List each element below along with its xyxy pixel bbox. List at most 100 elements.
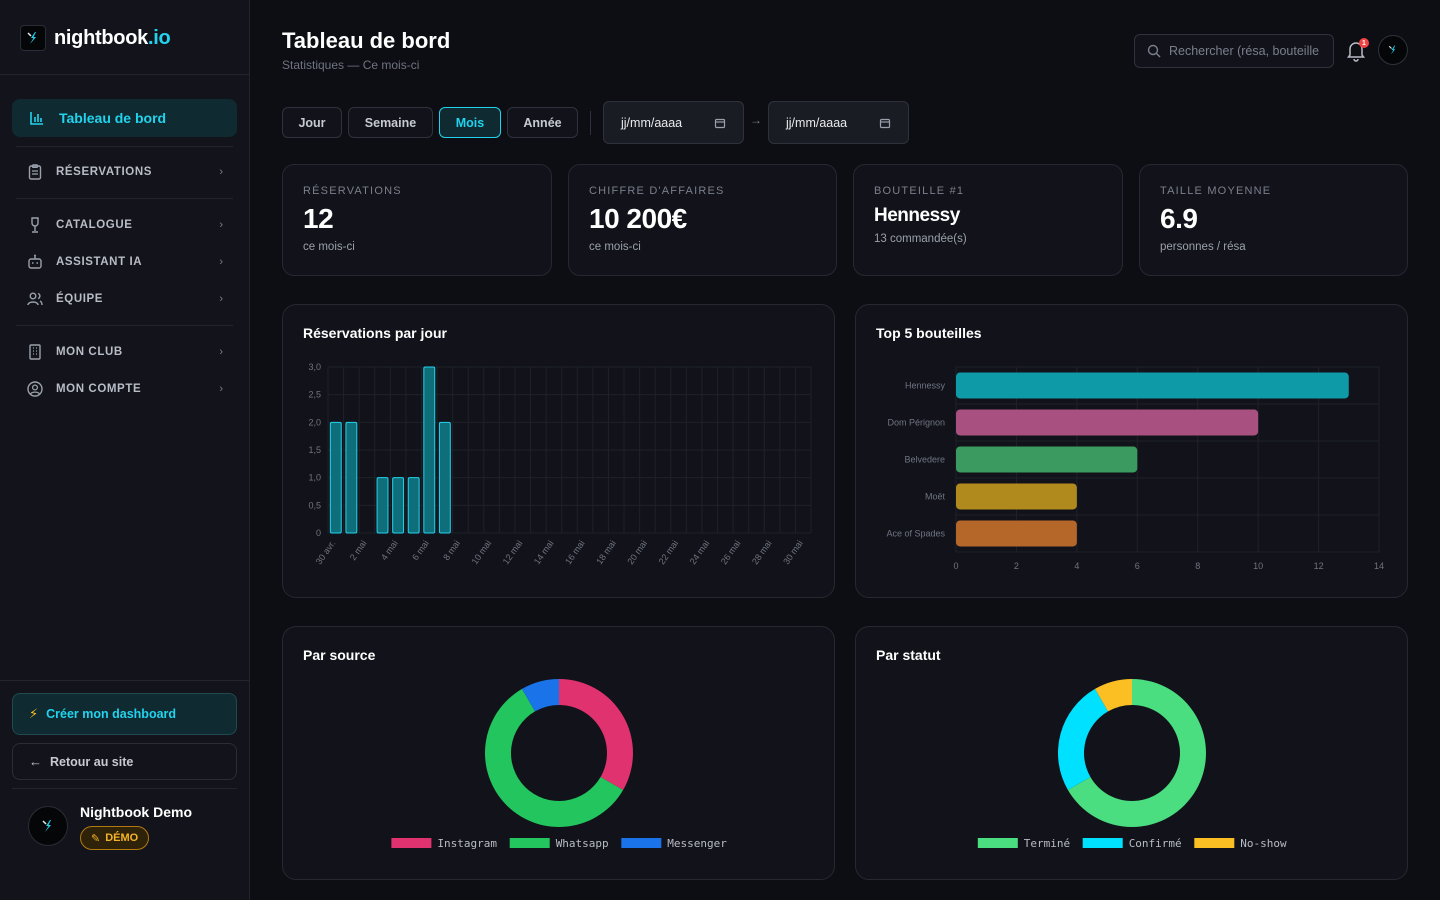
x-tick-label: 12 [1314, 561, 1324, 571]
sidebar-item-label: Tableau de bord [59, 110, 167, 126]
kpi-card-reservations: RÉSERVATIONS 12 ce mois-ci [282, 164, 552, 276]
date-range-arrow: → [750, 113, 762, 127]
period-week-button[interactable]: Semaine [348, 107, 433, 138]
kpi-sub: ce mois-ci [589, 241, 641, 253]
lightning-icon: ⚡ [29, 706, 39, 721]
kpi-card-top-bottle: BOUTEILLE #1 Hennessy 13 commandée(s) [853, 164, 1123, 276]
bar [407, 477, 420, 534]
robot-icon [28, 254, 42, 269]
y-tick-label: 2,5 [308, 390, 321, 400]
sidebar-item-mon-club[interactable]: MON CLUB › [12, 336, 237, 368]
sidebar-item-dashboard[interactable]: Tableau de bord [12, 99, 237, 137]
sidebar-item-mon-compte[interactable]: MON COMPTE › [12, 373, 237, 405]
donut-slice [522, 679, 559, 712]
bar [956, 409, 1259, 436]
x-tick-label: 6 [1135, 561, 1140, 571]
user-menu-button[interactable] [1378, 35, 1408, 65]
sidebar-item-reservations[interactable]: RÉSERVATIONS › [12, 156, 237, 188]
sidebar-item-equipe[interactable]: ÉQUIPE › [12, 283, 237, 315]
period-day-button[interactable]: Jour [282, 107, 342, 138]
logo-mark-icon [20, 25, 46, 51]
legend-label: Messenger [667, 837, 727, 850]
y-tick-label: 1,0 [308, 473, 321, 483]
bar [423, 366, 436, 534]
x-tick-label: 2 mai [348, 538, 369, 562]
y-tick-label: 2,0 [308, 417, 321, 427]
panel-by-status: Par statut Terminé Confirmé No-show [855, 626, 1408, 880]
x-tick-label: 0 [953, 561, 958, 571]
search-input[interactable] [1169, 44, 1329, 58]
kpi-value: 12 [303, 203, 334, 234]
calendar-icon[interactable] [879, 117, 891, 129]
chevron-right-icon: › [219, 256, 223, 268]
legend-swatch [391, 838, 432, 848]
bar [376, 477, 389, 534]
x-tick-label: 12 mai [501, 538, 525, 566]
legend-label: No-show [1240, 837, 1287, 850]
divider [590, 111, 591, 135]
logo[interactable]: nightbook.io [20, 24, 171, 52]
category-label: Ace of Spades [886, 529, 945, 539]
divider [0, 680, 249, 681]
bell-icon[interactable] [1346, 40, 1366, 62]
back-to-site-button[interactable]: ← Retour au site [12, 743, 237, 780]
create-dashboard-button[interactable]: ⚡ Créer mon dashboard [12, 693, 237, 735]
x-tick-label: 26 mai [719, 538, 743, 566]
sidebar-item-label: ASSISTANT IA [56, 256, 143, 268]
legend-label: Terminé [1024, 837, 1070, 850]
chevron-right-icon: › [219, 383, 223, 395]
donut-slice [1095, 679, 1132, 712]
legend-label: Whatsapp [556, 837, 609, 850]
x-tick-label: 4 mai [379, 538, 400, 562]
search-icon [1147, 44, 1161, 58]
legend-swatch [1194, 838, 1235, 848]
sidebar-item-catalogue[interactable]: CATALOGUE › [12, 209, 237, 241]
kpi-value: 10 200€ [589, 203, 687, 234]
kpi-label: TAILLE MOYENNE [1160, 185, 1272, 197]
kpi-card-revenue: CHIFFRE D'AFFAIRES 10 200€ ce mois-ci [568, 164, 837, 276]
sidebar: nightbook.io Tableau de bord RÉSERVATION… [0, 0, 250, 900]
date-to-input[interactable]: jj/mm/aaaa [768, 101, 909, 144]
divider [12, 788, 237, 789]
page-subtitle: Statistiques — Ce mois-ci [282, 58, 420, 72]
x-tick-label: 6 mai [410, 538, 431, 562]
arrow-left-icon: ← [29, 754, 42, 769]
x-tick-label: 20 mai [625, 538, 649, 566]
sidebar-item-label: ÉQUIPE [56, 293, 104, 305]
panel-top-bottles: Top 5 bouteilles 0 2 4 6 8 10 12 14 Hennessy Dom … [855, 304, 1408, 598]
page-title: Tableau de bord [282, 28, 451, 53]
logo-text: nightbook [54, 26, 148, 49]
x-tick-label: 2 [1014, 561, 1019, 571]
period-year-button[interactable]: Année [507, 107, 578, 138]
category-label: Belvedere [904, 455, 945, 465]
panel-by-source: Par source Instagram Whatsapp Messenger [282, 626, 835, 880]
panel-title: Top 5 bouteilles [876, 325, 982, 341]
period-month-button[interactable]: Mois [439, 107, 501, 138]
category-label: Moët [925, 492, 946, 502]
legend-label: Confirmé [1129, 837, 1182, 850]
source-donut-chart: Instagram Whatsapp Messenger [391, 679, 727, 850]
divider [16, 146, 233, 147]
y-tick-label: 0 [316, 528, 321, 538]
bar [392, 477, 405, 534]
notification-badge: 1 [1359, 38, 1369, 48]
search-box[interactable] [1134, 34, 1334, 68]
panel-reservations-per-day: Réservations par jour 0 0,5 1,0 1,5 2,0 2,5 3,… [282, 304, 835, 598]
x-tick-label: 18 mai [594, 538, 618, 566]
kpi-sub: personnes / résa [1160, 241, 1246, 253]
calendar-icon[interactable] [714, 117, 726, 129]
category-label: Dom Pérignon [887, 418, 945, 428]
profile-card[interactable]: Nightbook Demo ✎ DÉMO [28, 802, 238, 862]
logo-mark-icon [1388, 45, 1396, 55]
kpi-card-avg-size: TAILLE MOYENNE 6.9 personnes / résa [1139, 164, 1408, 276]
sidebar-item-assistant-ia[interactable]: ASSISTANT IA › [12, 246, 237, 278]
chevron-right-icon: › [219, 346, 223, 358]
donut-slice [485, 688, 624, 827]
y-tick-label: 3,0 [308, 362, 321, 372]
divider [16, 198, 233, 199]
date-from-input[interactable]: jj/mm/aaaa [603, 101, 744, 144]
avatar [28, 806, 68, 846]
x-tick-label: 8 [1195, 561, 1200, 571]
bar [438, 421, 451, 534]
pencil-icon: ✎ [91, 832, 101, 845]
